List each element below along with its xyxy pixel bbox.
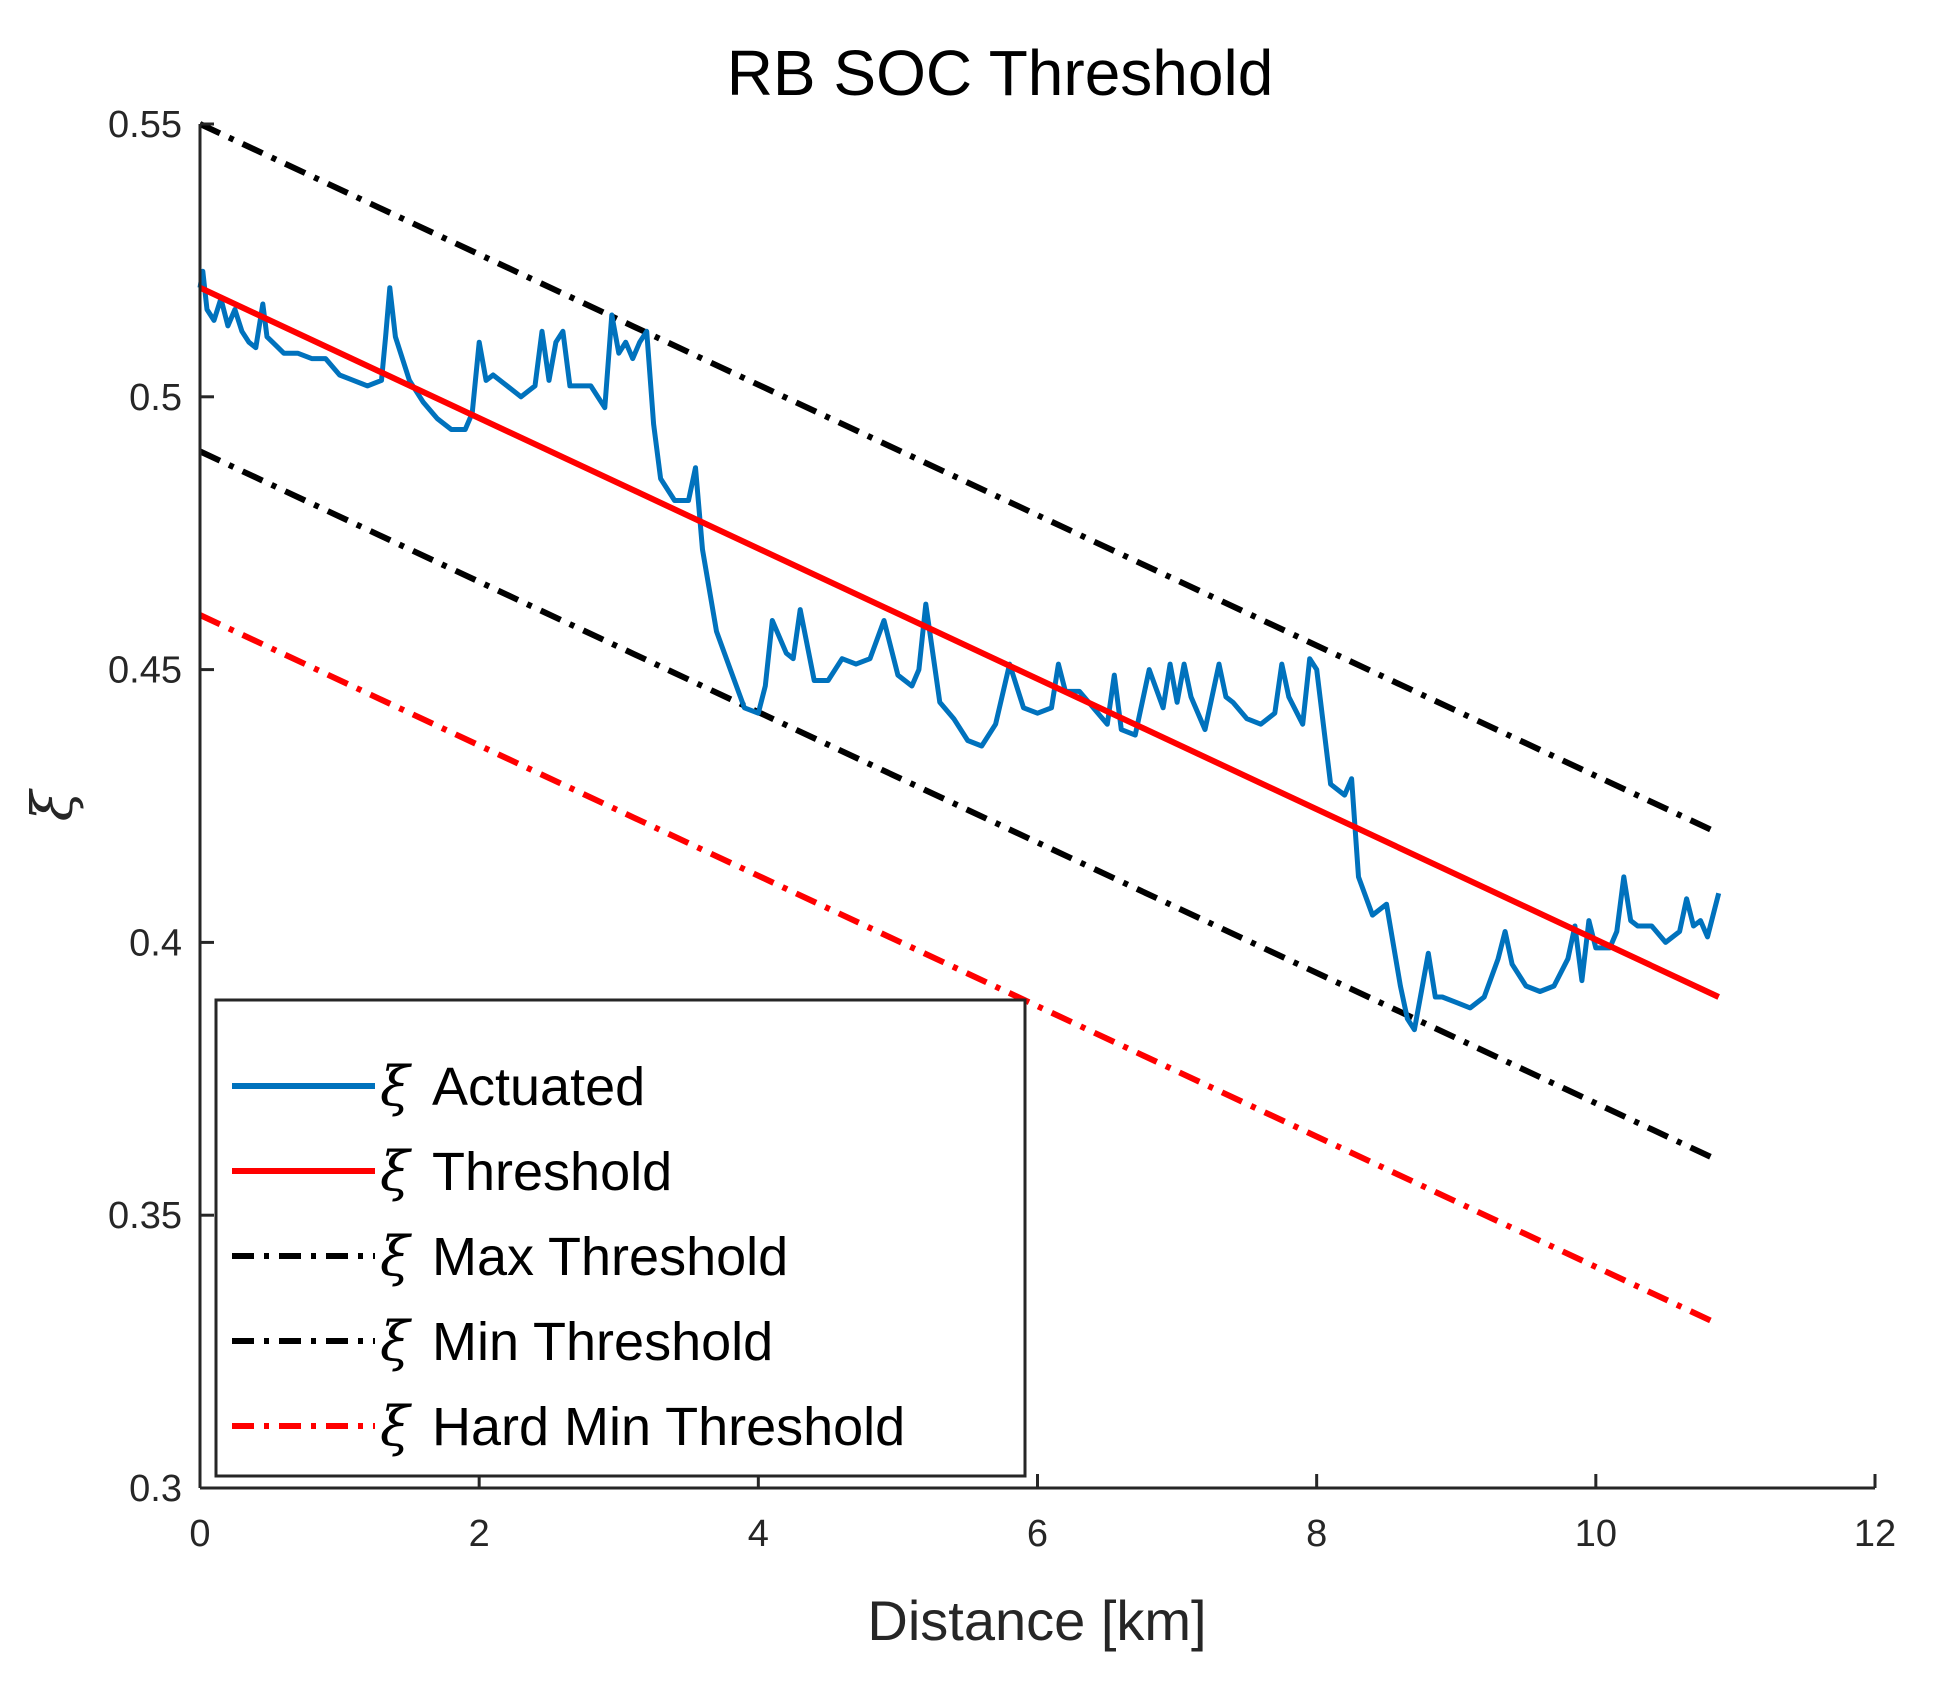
x-axis-label: Distance [km] [867,1589,1206,1652]
y-tick-label: 0.4 [129,922,182,964]
legend-items: ξ Actuated ξ Threshold ξ Max Threshold ξ Min Th… [232,1055,905,1458]
x-tick-label: 4 [748,1513,769,1555]
legend-symbol: ξ [380,1395,412,1458]
x-tick-label: 2 [469,1513,490,1555]
legend-symbol: ξ [380,1055,412,1118]
y-tick-label: 0.3 [129,1468,182,1510]
legend-symbol: ξ [380,1140,412,1203]
y-tick-label: 0.45 [108,650,182,692]
legend: ξ Actuated ξ Threshold ξ Max Threshold ξ Min Th… [214,998,1027,1478]
y-ticks: 0.3 0.35 0.4 0.45 0.5 0.55 [108,104,214,1510]
y-tick-label: 0.5 [129,377,182,419]
series-line-actuated [197,268,1722,1033]
legend-label-min-threshold: Min Threshold [432,1312,773,1372]
series-line-min-threshold [198,448,1720,1164]
legend-label-max-threshold: Max Threshold [432,1227,788,1287]
x-tick-label: 6 [1027,1513,1048,1555]
legend-label-threshold: Threshold [432,1142,672,1202]
legend-box [214,998,1027,1478]
x-tick-label: 0 [189,1513,210,1555]
legend-symbol: ξ [380,1310,412,1373]
chart-title: RB SOC Threshold [727,37,1274,109]
series-layer [197,121,1722,1328]
x-tick-label: 12 [1854,1513,1896,1555]
series-line-max-threshold [198,121,1720,837]
x-ticks: 0 2 4 6 8 10 12 [189,1474,1896,1555]
series-line-hard-min-threshold [198,612,1720,1328]
x-tick-label: 8 [1306,1513,1327,1555]
y-tick-label: 0.55 [108,104,182,146]
legend-label-hard-min-threshold: Hard Min Threshold [432,1397,905,1457]
y-tick-label: 0.35 [108,1195,182,1237]
legend-label-actuated: Actuated [432,1057,645,1117]
x-tick-label: 10 [1575,1513,1617,1555]
y-axis-label: ξ [21,787,86,821]
series-line-threshold [198,284,1720,1000]
legend-symbol: ξ [380,1225,412,1288]
